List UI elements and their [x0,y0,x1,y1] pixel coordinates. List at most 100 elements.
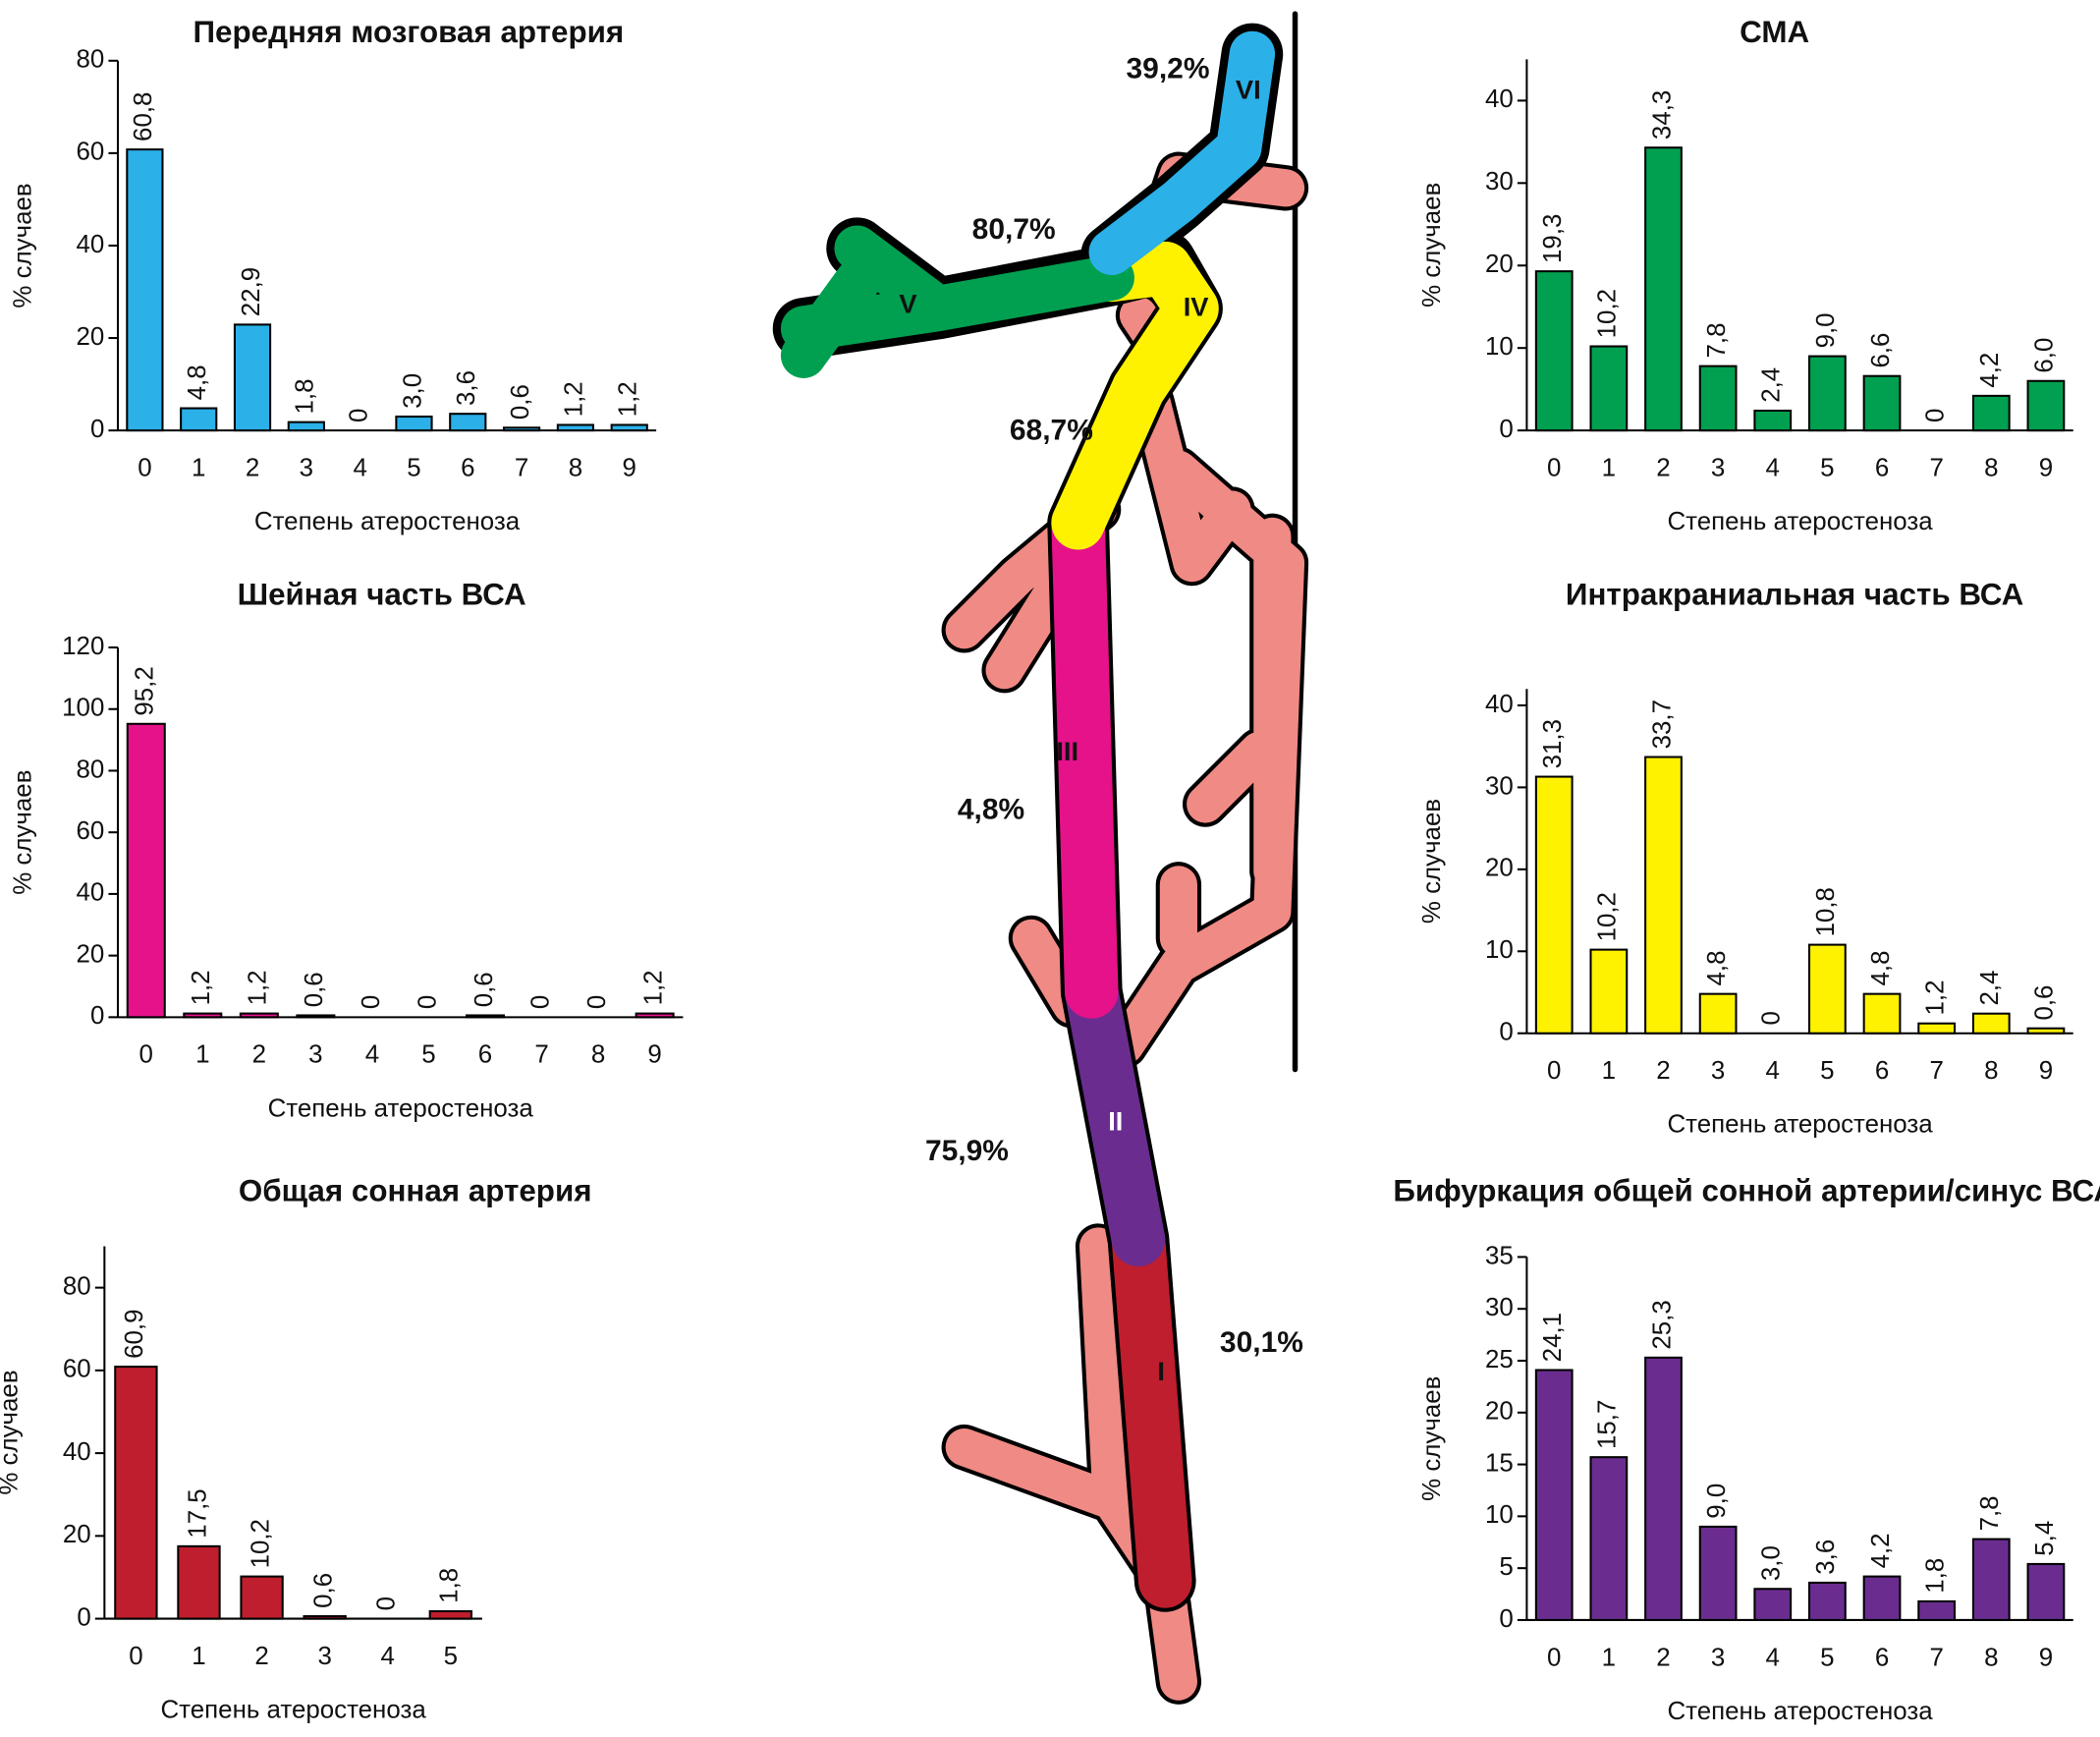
x-tick-label: 0 [129,1643,142,1670]
x-tick-label: 1 [1602,455,1616,482]
bar [240,1575,284,1620]
value-label: 33,7 [1648,700,1676,749]
value-label: 0 [414,995,441,1009]
y-tick-label: 0 [77,1603,90,1631]
y-tick-label: 80 [77,756,105,783]
value-label: 4,8 [1703,950,1731,985]
y-tick-label: 0 [1499,416,1513,443]
value-label: 0,6 [301,972,328,1007]
y-tick-label: 80 [63,1272,91,1300]
x-tick-label: 3 [1711,1057,1725,1085]
x-tick-label: 0 [1547,1644,1561,1671]
bar [449,413,487,432]
value-label: 4,2 [1976,353,2004,388]
x-tick-label: 1 [1602,1644,1616,1671]
y-tick-label: 60 [77,139,105,166]
value-label: 1,8 [436,1568,464,1603]
x-tick-label: 8 [1984,1057,1998,1085]
x-tick-label: 5 [1820,1057,1834,1085]
x-tick-label: 1 [195,1041,209,1069]
segment-percent: 30,1% [1220,1326,1303,1359]
y-tick-label: 60 [63,1356,91,1383]
x-tick-label: 4 [1766,1644,1780,1671]
x-tick-label: 0 [139,1041,153,1069]
x-tick-label: 0 [1547,455,1561,482]
x-tick-label: 3 [1711,1644,1725,1671]
bar [395,415,433,432]
value-label: 31,3 [1539,719,1567,768]
y-tick-label: 0 [90,1002,104,1030]
bar [1971,1012,2011,1035]
segment-ii [1064,965,1166,1266]
value-label: 1,8 [292,378,319,414]
bar-chart: Бифуркация общей сонной артерии/синус ВС… [1393,1173,2100,1725]
value-label: 17,5 [184,1488,211,1538]
value-label: 3,0 [399,373,426,409]
x-tick-label: 8 [591,1041,605,1069]
value-label: 0,6 [309,1573,337,1608]
y-tick-label: 40 [77,231,105,258]
bar [303,1615,347,1620]
value-label: 9,0 [1703,1484,1731,1519]
value-label: 24,1 [1539,1313,1567,1362]
segment-percent: 4,8% [958,793,1024,825]
bar [1862,992,1902,1035]
value-label: 5,4 [2031,1521,2059,1556]
value-label: 34,3 [1648,90,1676,140]
segment-label: III [1056,736,1078,766]
y-tick-label: 20 [77,940,105,968]
value-label: 4,2 [1867,1533,1895,1568]
chart-title: Бифуркация общей сонной артерии/синус ВС… [1393,1173,2100,1207]
value-label: 0 [1921,409,1949,422]
value-label: 3,6 [453,370,480,406]
x-tick-label: 2 [254,1643,268,1670]
segment-label: V [899,289,916,319]
x-tick-label: 5 [1820,1644,1834,1671]
x-tick-label: 9 [647,1041,661,1069]
x-tick-label: 6 [1875,1057,1889,1085]
value-label: 25,3 [1648,1300,1676,1349]
bar [1534,775,1574,1035]
value-label: 4,8 [1867,950,1895,985]
value-label: 0,6 [2031,985,2059,1021]
y-axis-label: % случаев [9,770,36,895]
bar [502,426,541,432]
y-tick-label: 15 [1485,1449,1514,1477]
x-tick-label: 3 [300,455,313,482]
value-label: 1,2 [245,970,272,1005]
value-label: 4,8 [184,364,211,400]
value-label: 6,0 [2031,338,2059,373]
x-tick-label: 9 [623,455,636,482]
segment-label: II [1108,1105,1123,1136]
y-tick-label: 40 [63,1438,91,1466]
y-tick-label: 30 [1485,168,1514,196]
value-label: 0,6 [507,384,534,420]
bar [1589,1456,1629,1621]
y-axis-label: % случаев [1418,1376,1446,1501]
x-tick-label: 1 [192,1643,205,1670]
segment-percent: 80,7% [972,213,1056,246]
bar [183,1012,223,1019]
bar [1644,756,1683,1035]
y-tick-label: 5 [1499,1553,1513,1581]
bar [1589,345,1629,432]
y-tick-label: 40 [1485,691,1514,718]
bar [233,323,272,432]
x-axis-label: Степень атеростеноза [1667,1698,1933,1725]
y-tick-label: 20 [63,1521,91,1548]
bar [465,1014,506,1019]
x-tick-label: 2 [1656,1644,1670,1671]
value-label: 19,3 [1539,214,1567,263]
value-label: 0 [526,995,554,1009]
x-tick-label: 9 [2039,1644,2053,1671]
x-tick-label: 4 [381,1643,395,1670]
x-tick-label: 3 [317,1643,331,1670]
y-tick-label: 25 [1485,1346,1514,1373]
value-label: 1,8 [1921,1558,1949,1594]
value-label: 10,8 [1812,887,1840,936]
x-tick-label: 1 [192,455,205,482]
x-axis-label: Степень атеростеноза [1667,1111,1933,1139]
diagram-labels: I 30,1% II 75,9% III 4,8% IV 68,7% V 80,… [899,52,1303,1386]
